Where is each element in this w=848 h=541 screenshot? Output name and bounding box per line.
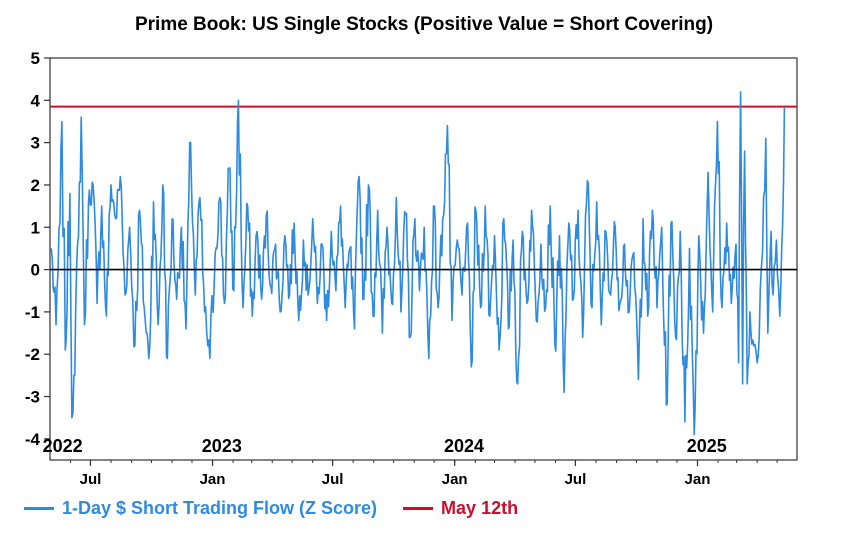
legend-item-z-score: 1-Day $ Short Trading Flow (Z Score) xyxy=(24,498,377,519)
series-line-z-score xyxy=(50,91,786,436)
legend: 1-Day $ Short Trading Flow (Z Score) May… xyxy=(24,496,544,520)
y-tick-label: -4 xyxy=(25,430,41,449)
y-tick-label: 2 xyxy=(31,176,40,195)
year-label: 2024 xyxy=(444,436,484,456)
chart-title: Prime Book: US Single Stocks (Positive V… xyxy=(134,14,714,35)
legend-item-may-12th: May 12th xyxy=(403,498,518,519)
year-label: 2023 xyxy=(202,436,242,456)
y-tick-label: 4 xyxy=(31,91,41,110)
y-tick-label: -1 xyxy=(25,303,40,322)
x-tick-label: Jul xyxy=(322,471,344,488)
year-label: 2025 xyxy=(687,436,727,456)
x-tick-label: Jan xyxy=(685,471,711,488)
y-tick-label: -3 xyxy=(25,388,40,407)
x-tick-label: Jan xyxy=(200,471,226,488)
legend-label-z-score: 1-Day $ Short Trading Flow (Z Score) xyxy=(62,497,378,518)
y-tick-label: 5 xyxy=(31,49,40,68)
x-tick-label: Jul xyxy=(80,471,102,488)
x-tick-label: Jan xyxy=(442,471,468,488)
year-label: 2022 xyxy=(43,436,83,456)
y-tick-label: -2 xyxy=(25,345,40,364)
legend-label-may-12th: May 12th xyxy=(441,497,519,518)
y-tick-label: 3 xyxy=(31,134,40,153)
y-tick-label: 0 xyxy=(31,261,40,280)
y-tick-label: 1 xyxy=(31,218,40,237)
legend-swatch-red xyxy=(403,506,434,510)
x-tick-label: Jul xyxy=(565,471,587,488)
legend-swatch-blue xyxy=(24,506,54,510)
plot-area-frame xyxy=(49,57,798,461)
